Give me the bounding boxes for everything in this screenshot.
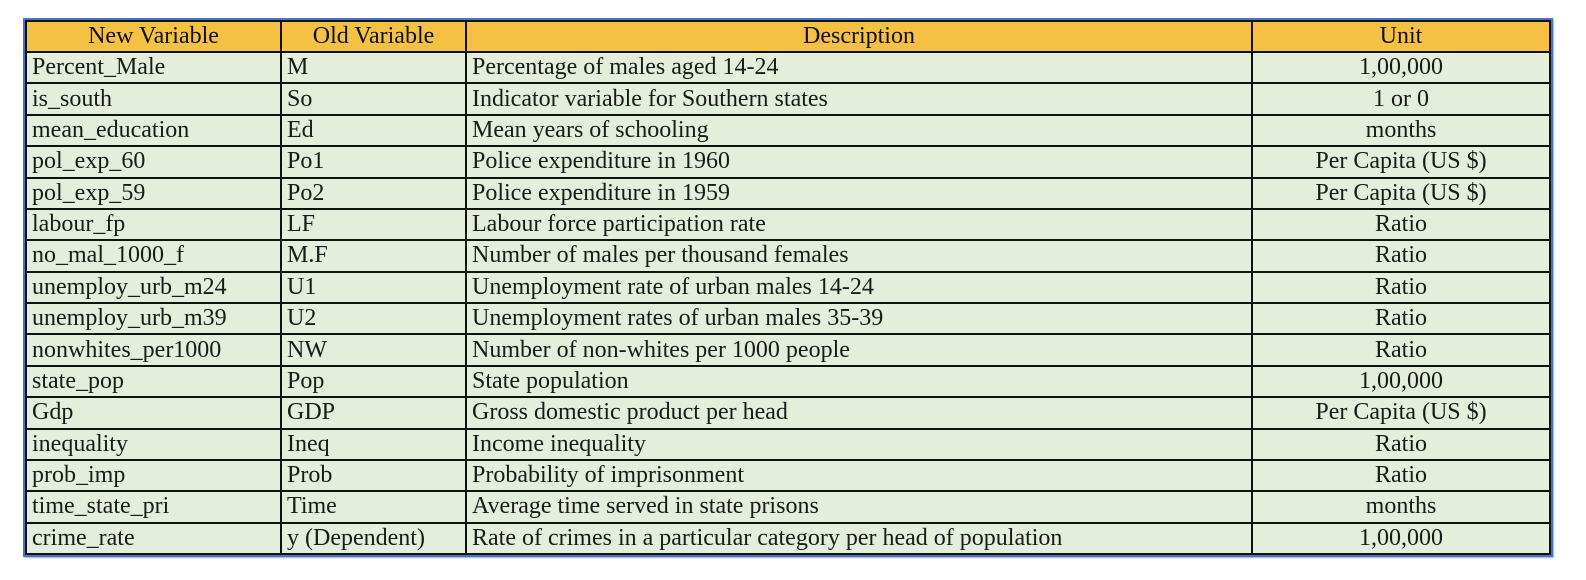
new-variable-cell: unemploy_urb_m39 [25, 301, 282, 336]
old-variable-cell: Prob [280, 458, 467, 493]
unit-cell: 1,00,000 [1251, 50, 1551, 85]
new-variable-cell: inequality [25, 427, 282, 461]
unit-cell: Ratio [1251, 333, 1551, 367]
old-variable-cell: NW [280, 333, 467, 367]
unit-cell: 1,00,000 [1251, 521, 1551, 556]
unit-cell: Ratio [1251, 458, 1551, 493]
old-variable-cell: U2 [280, 301, 467, 336]
old-variable-cell: GDP [280, 396, 467, 430]
table-row: unemploy_urb_m39 U2 Unemployment rates of … [25, 301, 1551, 336]
unit-cell: Ratio [1251, 270, 1551, 305]
old-variable-cell: Time [280, 490, 467, 524]
description-cell: Mean years of schooling [465, 113, 1253, 148]
table-row: pol_exp_59 Po2 Police expenditure in 1959 P… [25, 176, 1551, 210]
old-variable-cell: Ineq [280, 427, 467, 461]
unit-cell: Ratio [1251, 239, 1551, 273]
new-variable-cell: state_pop [25, 364, 282, 399]
old-variable-cell: y (Dependent) [280, 521, 467, 556]
description-cell: Rate of crimes in a particular category … [465, 521, 1253, 556]
new-variable-cell: unemploy_urb_m24 [25, 270, 282, 305]
description-cell: State population [465, 364, 1253, 399]
new-variable-cell: is_south [25, 82, 282, 116]
description-cell: Labour force participation rate [465, 207, 1253, 242]
table-row: unemploy_urb_m24 U1 Unemployment rate of u… [25, 270, 1551, 305]
new-variable-cell: pol_exp_59 [25, 176, 282, 210]
old-variable-cell: M.F [280, 239, 467, 273]
new-variable-cell: nonwhites_per1000 [25, 333, 282, 367]
new-variable-cell: pol_exp_60 [25, 145, 282, 179]
table-row: crime_rate y (Dependent) Rate of crimes in… [25, 521, 1551, 556]
old-variable-cell: Ed [280, 113, 467, 148]
variable-table-frame: New Variable Old Variable Description Un… [23, 18, 1553, 557]
description-cell: Unemployment rate of urban males 14-24 [465, 270, 1253, 305]
old-variable-cell: Pop [280, 364, 467, 399]
new-variable-cell: no_mal_1000_f [25, 239, 282, 273]
new-variable-cell: Percent_Male [25, 50, 282, 85]
variable-table: New Variable Old Variable Description Un… [25, 20, 1551, 556]
description-cell: Percentage of males aged 14-24 [465, 50, 1253, 85]
unit-cell: months [1251, 490, 1551, 524]
old-variable-cell: Po2 [280, 176, 467, 210]
description-cell: Average time served in state prisons [465, 490, 1253, 524]
description-cell: Unemployment rates of urban males 35-39 [465, 301, 1253, 336]
old-variable-cell: Po1 [280, 145, 467, 179]
new-variable-cell: time_state_pri [25, 490, 282, 524]
table-row: no_mal_1000_f M.F Number of males per thou… [25, 239, 1551, 273]
description-cell: Indicator variable for Southern states [465, 82, 1253, 116]
unit-cell: months [1251, 113, 1551, 148]
table-row: pol_exp_60 Po1 Police expenditure in 1960 P… [25, 145, 1551, 179]
table-row: Percent_Male M Percentage of males aged 14… [25, 50, 1551, 85]
unit-cell: Per Capita (US $) [1251, 176, 1551, 210]
table-row: time_state_pri Time Average time served in… [25, 490, 1551, 524]
unit-cell: Ratio [1251, 427, 1551, 461]
new-variable-cell: mean_education [25, 113, 282, 148]
description-cell: Probability of imprisonment [465, 458, 1253, 493]
header-new-variable: New Variable [25, 20, 282, 53]
description-cell: Police expenditure in 1959 [465, 176, 1253, 210]
new-variable-cell: crime_rate [25, 521, 282, 556]
new-variable-cell: prob_imp [25, 458, 282, 493]
unit-cell: Per Capita (US $) [1251, 396, 1551, 430]
description-cell: Gross domestic product per head [465, 396, 1253, 430]
table-row: mean_education Ed Mean years of schooling m… [25, 113, 1551, 148]
unit-cell: Ratio [1251, 207, 1551, 242]
unit-cell: Per Capita (US $) [1251, 145, 1551, 179]
description-cell: Number of non-whites per 1000 people [465, 333, 1253, 367]
table-row: labour_fp LF Labour force participation ra… [25, 207, 1551, 242]
unit-cell: Ratio [1251, 301, 1551, 336]
table-row: prob_imp Prob Probability of imprisonment R… [25, 458, 1551, 493]
old-variable-cell: So [280, 82, 467, 116]
header-unit: Unit [1251, 20, 1551, 53]
new-variable-cell: labour_fp [25, 207, 282, 242]
old-variable-cell: LF [280, 207, 467, 242]
new-variable-cell: Gdp [25, 396, 282, 430]
table-row: nonwhites_per1000 NW Number of non-whites … [25, 333, 1551, 367]
header-row: New Variable Old Variable Description Un… [25, 20, 1551, 53]
description-cell: Number of males per thousand females [465, 239, 1253, 273]
unit-cell: 1 or 0 [1251, 82, 1551, 116]
old-variable-cell: U1 [280, 270, 467, 305]
table-row: state_pop Pop State population 1,00,000 [25, 364, 1551, 399]
description-cell: Police expenditure in 1960 [465, 145, 1253, 179]
old-variable-cell: M [280, 50, 467, 85]
header-old-variable: Old Variable [280, 20, 467, 53]
table-row: Gdp GDP Gross domestic product per head Per… [25, 396, 1551, 430]
description-cell: Income inequality [465, 427, 1253, 461]
header-description: Description [465, 20, 1253, 53]
table-row: inequality Ineq Income inequality Ratio [25, 427, 1551, 461]
table-row: is_south So Indicator variable for Souther… [25, 82, 1551, 116]
unit-cell: 1,00,000 [1251, 364, 1551, 399]
